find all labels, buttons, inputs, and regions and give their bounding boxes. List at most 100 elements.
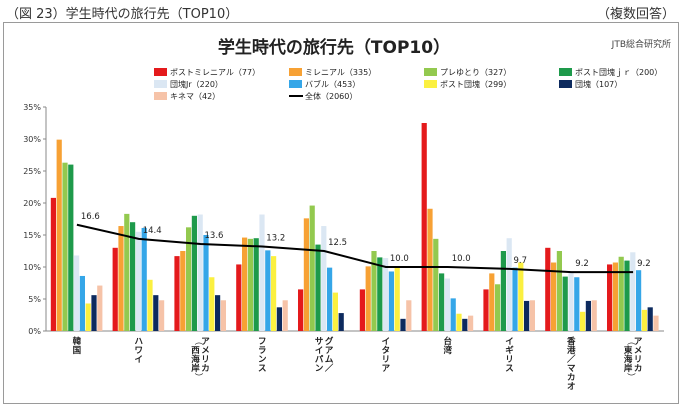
total-data-label: 13.6: [205, 231, 224, 241]
bar: [56, 139, 62, 331]
y-tick-label: 0%: [28, 327, 41, 336]
x-label-char: ア: [634, 337, 643, 347]
legend-swatch: [424, 68, 437, 76]
x-label-char: ／: [325, 363, 334, 374]
legend-item: ポストミレニアル（77）: [154, 68, 260, 77]
bar: [141, 227, 147, 331]
total-data-label: 12.5: [328, 238, 347, 248]
legend-swatch: [154, 92, 167, 100]
bar: [338, 313, 344, 331]
bar: [247, 238, 253, 331]
bar: [562, 276, 568, 331]
bar: [641, 309, 647, 331]
bar: [433, 238, 439, 331]
x-label-char: リ: [634, 355, 643, 365]
bar: [456, 313, 462, 331]
legend-label: 団塊（107）: [575, 79, 622, 89]
legend-swatch: [559, 68, 572, 76]
bar: [506, 238, 512, 331]
bar: [653, 315, 659, 331]
bar: [591, 300, 597, 331]
x-label-char: （: [625, 337, 636, 346]
bar: [607, 264, 613, 331]
total-polyline: [76, 223, 634, 274]
x-axis-labels: 韓国ハワイアメリカ（西海岸）フランスグアム／サイパンイタリア台湾イギリス香港／マ…: [73, 336, 643, 392]
x-label-char: イ: [315, 346, 324, 356]
bar: [242, 237, 248, 331]
legend-label: 団塊Jr（220）: [170, 79, 223, 89]
x-label-char: ／: [567, 354, 576, 365]
x-label-char: イ: [505, 337, 514, 347]
legend-label: ポスト団塊（299）: [440, 79, 511, 89]
x-label-char: 岸: [191, 363, 200, 374]
bar: [124, 213, 130, 331]
y-tick-label: 30%: [23, 135, 41, 144]
bar: [118, 226, 124, 331]
bar: [545, 247, 551, 331]
bar: [236, 264, 242, 331]
bar: [371, 251, 377, 331]
legend-item: 団塊（107）: [559, 79, 622, 89]
x-label-char: カ: [567, 373, 576, 383]
x-label-char: オ: [567, 382, 576, 392]
bar: [50, 197, 56, 331]
bar: [624, 260, 630, 331]
bar: [97, 285, 103, 331]
y-tick-label: 15%: [23, 231, 41, 240]
bar: [383, 258, 389, 331]
x-label-char: リ: [505, 355, 514, 365]
bar: [483, 289, 489, 331]
x-label-char: ラ: [258, 346, 267, 356]
bar: [580, 311, 586, 331]
bar: [427, 208, 433, 331]
x-label-char: リ: [382, 355, 391, 365]
bar: [489, 273, 495, 331]
legend-item: ミレニアル（335）: [289, 68, 376, 77]
bar: [79, 275, 85, 331]
legend-item: ポスト団塊ｊｒ（200）: [559, 67, 662, 77]
x-label-char: ワ: [134, 346, 143, 356]
x-label-char: メ: [201, 346, 210, 356]
y-tick-label: 25%: [23, 167, 41, 176]
bar: [551, 262, 557, 331]
bar: [315, 244, 321, 331]
bar: [85, 303, 91, 331]
legend-label: 全体（2060）: [305, 91, 357, 101]
x-label-char: ス: [258, 364, 267, 374]
x-label-char: ア: [325, 346, 334, 356]
legend-label: ポスト団塊ｊｒ（200）: [575, 67, 662, 77]
bar: [556, 251, 562, 331]
bar: [303, 218, 309, 331]
bar: [209, 277, 215, 331]
x-label-char: ）: [193, 373, 204, 382]
x-label-char: 湾: [443, 345, 452, 356]
x-label-char: タ: [382, 345, 391, 356]
x-label-char: ム: [325, 355, 334, 365]
bar: [282, 300, 288, 331]
legend-label: ミレニアル（335）: [305, 68, 376, 77]
bar: [309, 205, 315, 331]
x-label-char: 海: [191, 354, 200, 365]
x-label-char: イ: [134, 355, 143, 365]
x-category-label: 韓国: [73, 336, 82, 356]
x-label-char: パ: [315, 354, 324, 365]
total-data-label: 10.0: [390, 254, 409, 264]
legend-swatch: [154, 68, 167, 76]
x-label-char: 国: [73, 345, 82, 356]
x-label-char: マ: [567, 364, 576, 374]
x-label-char: 西: [191, 346, 200, 356]
total-data-label: 9.7: [514, 256, 528, 266]
x-label-char: ス: [505, 364, 514, 374]
bar: [647, 307, 653, 331]
bar: [174, 256, 180, 331]
bar: [191, 215, 197, 331]
legend-swatch: [289, 68, 302, 76]
bar: [421, 123, 427, 331]
total-line: 16.6 14.4 13.6 13.2 12.5 10.0 10.0 9.7 9.2 9.2: [76, 212, 651, 274]
x-label-char: メ: [634, 346, 643, 356]
legend-item: 団塊Jr（220）: [154, 79, 223, 89]
